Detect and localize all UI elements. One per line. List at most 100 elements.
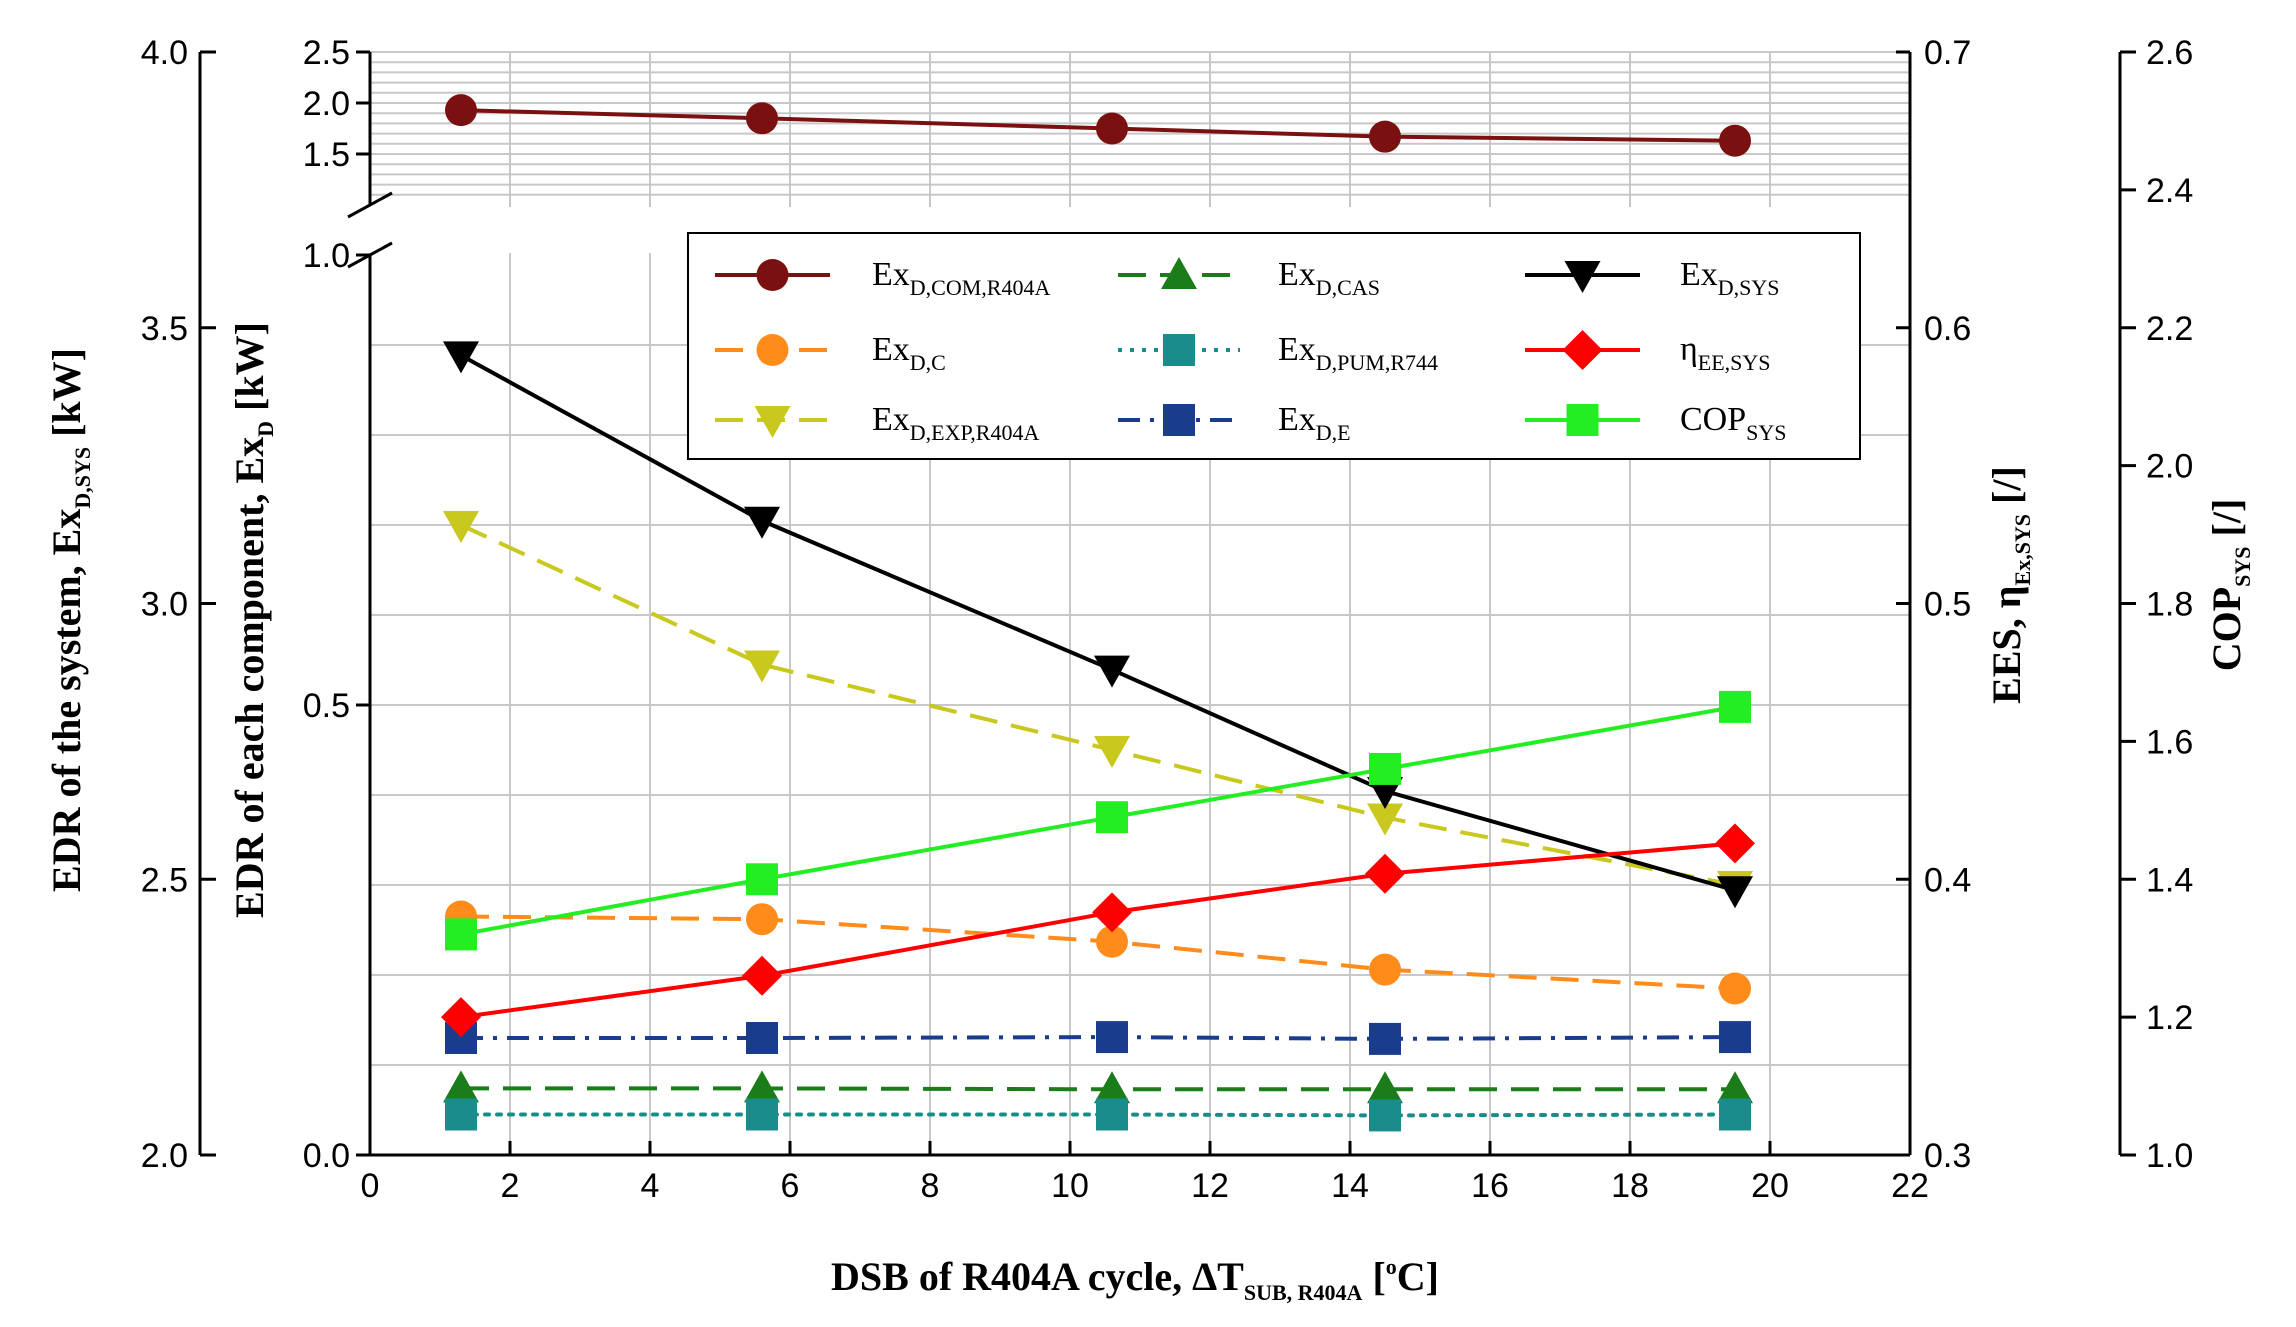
component-tick-label: 0.0 [303,1137,350,1175]
series-d-e [445,1021,1751,1055]
x-tick-label: 10 [1051,1167,1089,1205]
data-point [1094,1071,1130,1104]
cop-tick-label: 1.0 [2146,1137,2193,1175]
legend-swatch-marker [1566,404,1599,436]
data-point [443,341,479,374]
component-tick-label: 0.5 [303,687,350,725]
component-tick-label: 1.0 [303,237,350,275]
legend-entry: ExD,C [715,331,946,375]
system-tick-label: 2.0 [141,1137,188,1175]
data-point [1096,925,1128,958]
series-d-exp-r404a [443,511,1753,903]
cop-tick-label: 1.8 [2146,586,2193,624]
data-point [445,1098,477,1131]
data-point [1369,1022,1401,1055]
data-point [1369,752,1401,785]
data-point [1367,777,1403,810]
legend-swatch-marker [1163,334,1195,366]
data-point [1092,892,1132,933]
legend-label: ExD,E [1278,401,1351,445]
x-tick-label: 12 [1191,1167,1229,1205]
x-tick-label: 8 [921,1167,940,1205]
data-point [1365,853,1405,894]
data-point [1717,876,1753,909]
series-d-cas [443,1070,1753,1104]
legend-label: ηEE,SYS [1680,331,1771,375]
ees-tick-label: 0.3 [1924,1137,1971,1175]
series-d-sys [443,341,1753,909]
data-point [1367,1071,1403,1104]
series-line [460,914,1736,991]
legend-swatch-marker [756,334,789,366]
ees-axis-title: EES, ηEx,SYS [/] [1984,466,2035,704]
data-point [1369,120,1401,153]
data-point [746,102,778,135]
system-tick-label: 3.5 [141,310,188,348]
data-point [445,918,477,951]
data-point [1096,1021,1128,1054]
data-point [1717,1071,1753,1104]
data-point [1096,1098,1128,1131]
series-line [461,1086,1735,1092]
data-point [1096,801,1128,834]
legend-entry: ExD,EXP,R404A [715,401,1039,445]
legend-entry: ExD,COM,R404A [715,256,1050,300]
x-tick-label: 4 [641,1167,660,1205]
x-tick-label: 16 [1471,1167,1509,1205]
ees-tick-label: 0.7 [1924,34,1971,72]
legend-swatch-marker [1163,404,1195,436]
legend-swatch-marker [754,406,791,438]
system-tick-label: 4.0 [141,34,188,72]
x-tick-label: 0 [361,1167,380,1205]
axis-break-mark [347,191,393,219]
axes: 0 2 4 6 8 10 12 14 16 18 20 22 0.0 0.5 1.0 1.5 2.0 2.5 2.0… [141,34,2194,1205]
legend-label: ExD,CAS [1278,256,1380,300]
series-sys [445,690,1751,951]
cop-tick-label: 2.2 [2146,310,2193,348]
component-tick-label: 2.0 [303,85,350,123]
data-point [441,997,481,1038]
ees-tick-label: 0.4 [1924,861,1971,899]
data-point [1369,953,1401,986]
data-point [1096,112,1128,145]
data-point [744,1070,780,1103]
data-point [1094,655,1130,688]
data-point [1719,1021,1751,1054]
data-point [742,955,782,996]
legend-label: ExD,PUM,R744 [1278,331,1438,375]
data-point [746,1022,778,1054]
legend-entry: ExD,PUM,R744 [1118,331,1438,375]
grid [368,51,1912,1155]
data-point [744,650,780,683]
data-point [1715,823,1755,864]
cop-axis-title: COPSYS [/] [2204,499,2255,672]
x-tick-label: 2 [501,1167,520,1205]
legend-label: ExD,SYS [1680,256,1780,300]
legend-entry: ηEE,SYS [1525,330,1771,375]
series-d-pum-r744 [445,1098,1751,1132]
x-tick-label: 22 [1891,1167,1929,1205]
system-tick-label: 2.5 [141,861,188,899]
legend-label: ExD,C [872,331,946,375]
x-tick-label: 14 [1331,1167,1369,1205]
data-point [1369,1099,1401,1132]
series-lines [441,94,1755,1132]
ees-tick-label: 0.5 [1924,586,1971,624]
legend-swatch-marker [756,259,789,291]
legend-swatch-marker [1161,257,1197,289]
x-tick-label: 18 [1611,1167,1649,1205]
legend-entry: ExD,E [1118,401,1351,445]
system-tick-label: 3.0 [141,586,188,624]
data-point [1719,690,1751,723]
legend-label: COPSYS [1680,401,1787,445]
legend-label: ExD,COM,R404A [872,256,1050,300]
data-point [445,94,477,127]
data-point [1367,803,1403,836]
series-ee-sys [441,823,1755,1038]
data-point [1719,124,1751,157]
component-tick-label: 1.5 [303,136,350,174]
cop-tick-label: 2.4 [2146,172,2193,210]
cop-tick-label: 2.0 [2146,448,2193,486]
legend-entry: ExD,CAS [1118,256,1380,300]
